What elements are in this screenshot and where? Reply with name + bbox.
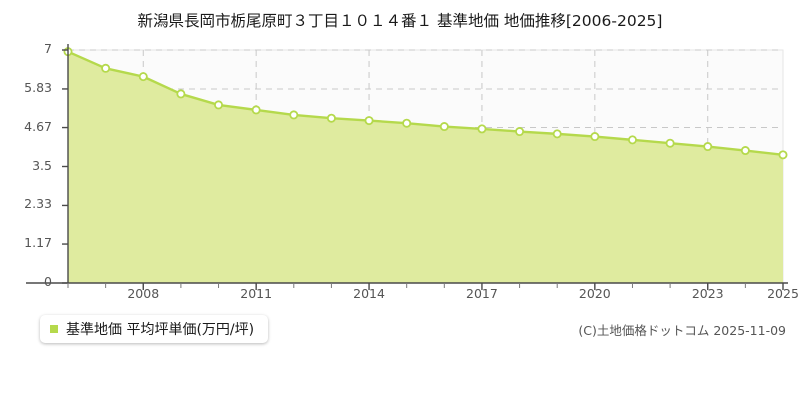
y-axis-tick-label: 4.67 <box>24 118 52 134</box>
data-point-marker <box>665 138 675 148</box>
legend-label: 基準地価 平均坪単価(万円/坪) <box>66 322 255 338</box>
copyright-notice: (C)土地価格ドットコム 2025-11-09 <box>578 323 786 338</box>
data-point-marker <box>740 146 750 156</box>
data-point-marker <box>439 122 449 132</box>
data-point-marker <box>326 113 336 123</box>
series-line <box>67 50 784 157</box>
x-axis-tick-label: 2023 <box>691 286 724 301</box>
data-point-marker <box>214 100 224 110</box>
data-point-marker <box>477 124 487 134</box>
data-point-marker <box>703 142 713 152</box>
data-point-marker <box>364 116 374 126</box>
data-point-marker <box>778 150 788 160</box>
y-axis-tick-label: 2.33 <box>24 196 52 212</box>
data-point-marker <box>101 63 111 73</box>
legend-color-swatch <box>50 325 58 333</box>
x-axis-tick-label: 2014 <box>353 286 385 301</box>
data-point-marker <box>590 132 600 142</box>
data-point-marker <box>515 127 525 137</box>
x-axis-tick-label: 2017 <box>466 286 498 301</box>
data-point-marker <box>627 135 637 145</box>
chart-legend: 基準地価 平均坪単価(万円/坪) <box>40 315 269 343</box>
y-axis-tick-label: 5.83 <box>24 79 52 95</box>
x-axis-tick-label: 2008 <box>127 286 160 301</box>
page-title: 新潟県長岡市栃尾原町３丁目１０１４番１ 基準地価 地価推移[2006-2025] <box>137 12 663 30</box>
data-point-marker <box>138 72 148 82</box>
x-axis-tick-label: 2020 <box>578 286 611 301</box>
y-axis-tick-label: 7 <box>44 41 52 56</box>
x-axis-tick-label: 2025 <box>767 286 799 301</box>
data-point-marker <box>552 129 562 139</box>
data-point-marker <box>402 118 412 128</box>
y-axis-tick-label: 1.17 <box>24 235 52 251</box>
x-axis-tick-label: 2011 <box>240 286 273 301</box>
data-point-marker <box>289 110 299 120</box>
y-axis-tick-label: 0 <box>44 274 52 289</box>
data-point-marker <box>176 89 186 99</box>
data-point-marker <box>251 105 261 115</box>
y-axis-tick-label: 3.5 <box>32 157 52 173</box>
